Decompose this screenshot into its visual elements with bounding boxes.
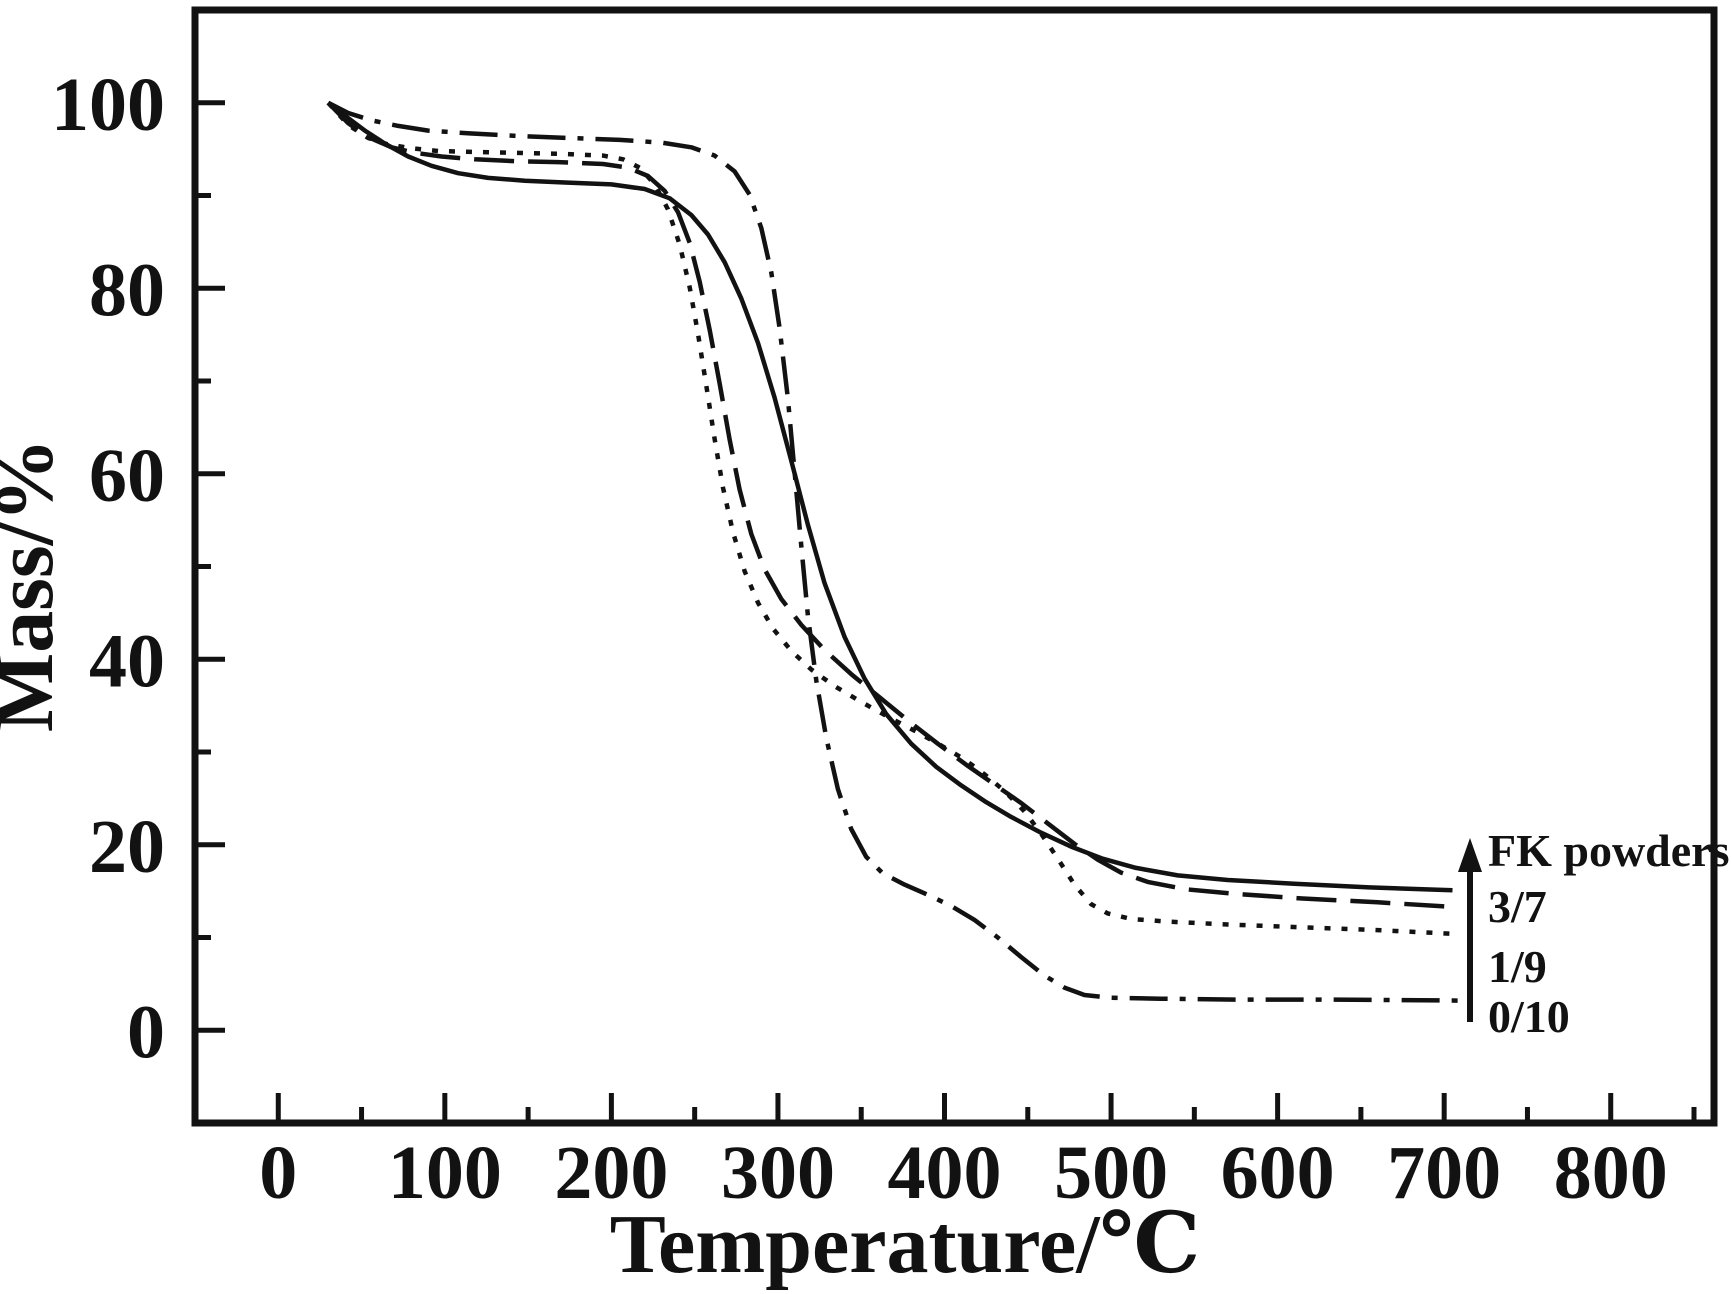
x-axis-tick-labels: 0 100 200 300 400 500 600 700 800: [259, 1131, 1667, 1215]
legend-item: 1/9: [1488, 941, 1547, 992]
x-tick-label: 700: [1387, 1131, 1501, 1215]
x-tick-label: 0: [259, 1131, 297, 1215]
y-tick-label: 100: [51, 63, 165, 147]
legend-item: 3/7: [1488, 881, 1547, 932]
legend-title: FK powders: [1488, 825, 1730, 876]
legend-item: 0/10: [1488, 991, 1570, 1042]
x-tick-label: 600: [1221, 1131, 1335, 1215]
x-axis-ticks: [275, 1093, 1697, 1123]
series-curve-1-9: [326, 101, 1453, 937]
y-tick-label: 20: [89, 805, 165, 889]
y-tick-label: 80: [89, 248, 165, 332]
y-axis-ticks: [195, 100, 225, 1033]
series-curve-0-10: [327, 100, 1461, 1003]
x-tick-label: 500: [1054, 1131, 1168, 1215]
y-tick-label: 40: [89, 619, 165, 703]
y-tick-label: 0: [127, 990, 165, 1074]
arrow-up-icon: [1458, 838, 1482, 872]
y-axis-tick-labels: 0 20 40 60 80 100: [51, 63, 165, 1075]
x-tick-label: 800: [1554, 1131, 1668, 1215]
x-tick-label: 200: [554, 1131, 668, 1215]
series-curves: [326, 100, 1461, 1003]
x-tick-label: 300: [721, 1131, 835, 1215]
x-tick-label: 100: [388, 1131, 502, 1215]
x-tick-label: 400: [888, 1131, 1002, 1215]
x-axis-title: Temperature/℃: [610, 1198, 1201, 1291]
series-curve-3-7: [326, 101, 1453, 910]
y-axis-title: Mass/%: [0, 438, 71, 732]
y-tick-label: 60: [89, 434, 165, 518]
